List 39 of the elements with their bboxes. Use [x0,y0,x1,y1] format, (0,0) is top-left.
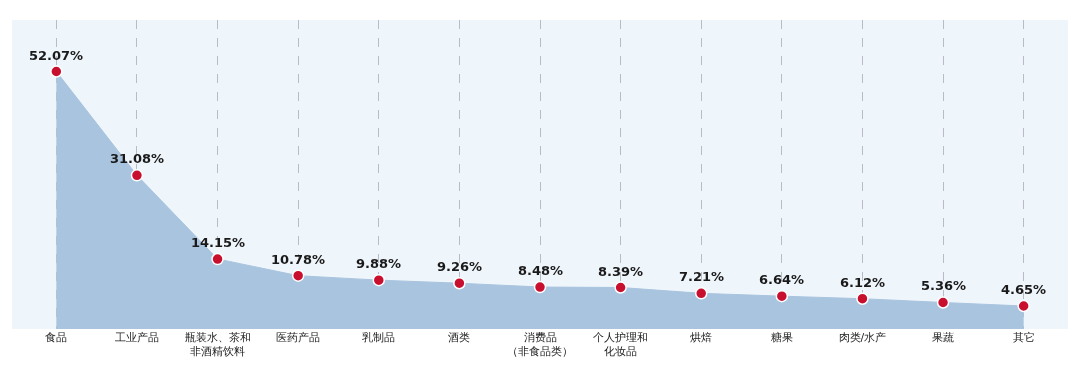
point [775,289,789,303]
data-label: 8.39% [598,264,644,279]
point [1017,299,1030,313]
x-tick-label: 个人护理和化妆品 [593,331,649,359]
data-label: 6.64% [759,272,805,287]
data-label: 5.36% [921,278,967,293]
data-label: 8.48% [518,263,564,278]
data-label: 6.12% [840,275,886,290]
point [211,252,224,266]
point [856,292,869,305]
point [130,169,144,182]
data-label: 7.21% [679,269,725,284]
data-label: 52.07% [29,48,84,63]
point [694,287,708,300]
point [50,65,63,78]
x-tick-label: 肉类/水产 [838,331,887,344]
x-tick-label: 糖果 [770,331,793,344]
x-tick-label: 果蔬 [932,331,955,344]
point [614,281,627,294]
x-tick-label: 消费品（非食品类） [507,331,573,359]
x-tick-label: 瓶装水、茶和非酒精饮料 [184,331,251,359]
x-tick-label: 食品 [45,331,68,344]
point [372,273,386,287]
x-tick-label: 乳制品 [362,331,396,344]
point [453,276,466,290]
x-tick-label: 酒类 [448,331,471,344]
x-tick-label: 烘焙 [690,331,713,344]
data-label: 14.15% [191,235,246,250]
x-tick-label: 工业产品 [114,331,159,344]
x-tick-label: 医药产品 [276,331,321,344]
point [936,296,950,309]
data-label: 9.88% [356,256,402,271]
data-label: 10.78% [271,252,326,267]
x-tick-label: 其它 [1012,331,1035,344]
point [533,280,547,294]
data-label: 4.65% [1001,282,1047,297]
data-label: 9.26% [437,259,483,274]
data-label: 31.08% [110,151,165,166]
point [291,269,305,282]
